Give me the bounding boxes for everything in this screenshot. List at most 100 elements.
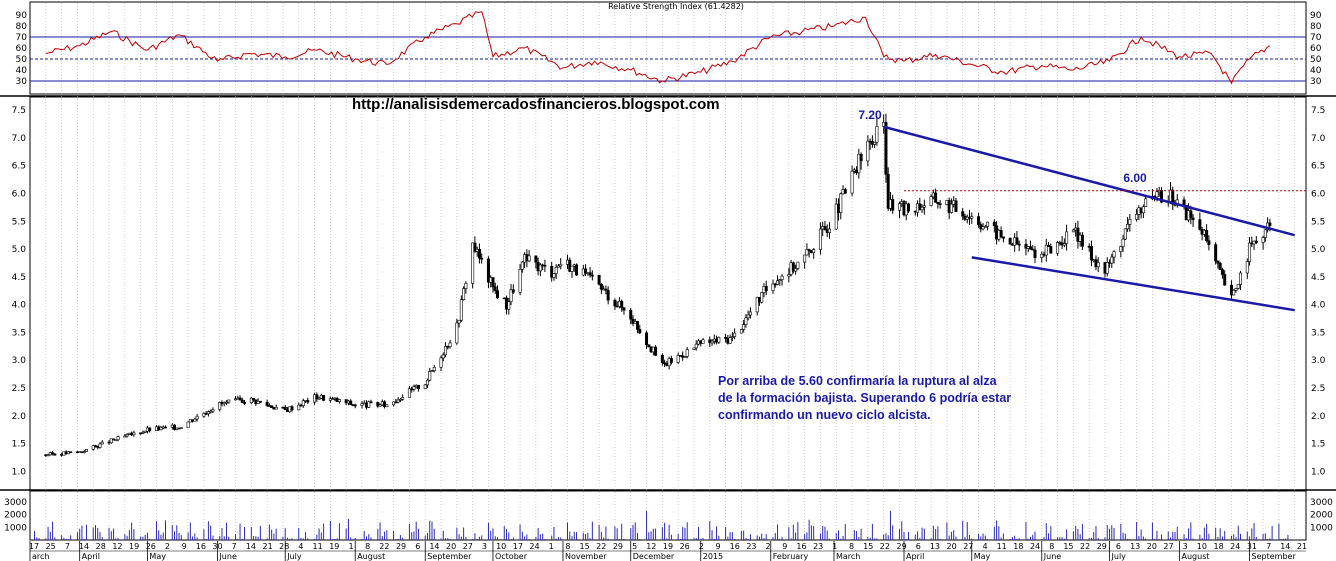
rsi-tick-right: 90 (1310, 11, 1322, 21)
day-tick: 4 (982, 542, 987, 551)
rsi-tick-left: 40 (16, 66, 28, 76)
month-label: June (1043, 552, 1062, 561)
price-candle (739, 329, 743, 334)
price-candle (794, 268, 798, 272)
price-candle (823, 226, 827, 230)
price-candle (1205, 230, 1209, 242)
price-candle (392, 401, 396, 406)
price-candle (647, 344, 651, 348)
day-tick: 17 (29, 542, 39, 551)
day-tick: 15 (579, 542, 589, 551)
price-candle (1123, 228, 1127, 240)
day-tick: 8 (1049, 542, 1054, 551)
rsi-tick-right: 40 (1310, 66, 1322, 76)
note-line-1: Por arriba de 5.60 confirmaría la ruptur… (718, 374, 998, 388)
price-candle (491, 277, 495, 288)
price-candle (164, 426, 168, 429)
price-candle (1223, 274, 1227, 286)
volume-tick-left: 1000 (4, 523, 27, 533)
day-tick: 2 (699, 542, 704, 551)
price-candle (778, 279, 782, 282)
price-candle (1017, 243, 1021, 246)
price-candle (568, 259, 572, 272)
price-candle (224, 401, 228, 404)
trendline-resistencia (883, 125, 1296, 237)
price-tick-right: 7.5 (1311, 106, 1325, 116)
month-label: arch (32, 552, 49, 561)
price-tick-right: 6.0 (1311, 189, 1326, 199)
price-candle (315, 394, 319, 400)
price-candle (204, 413, 208, 415)
day-tick: 26 (680, 542, 690, 551)
blog-url: http://analisisdemercadosfinancieros.blo… (352, 96, 720, 113)
price-candle (195, 415, 199, 420)
day-tick: 2 (766, 542, 771, 551)
day-tick: 20 (1147, 542, 1157, 551)
rsi-tick-right: 30 (1310, 77, 1322, 87)
day-tick: 10 (1197, 542, 1207, 551)
price-candle (193, 418, 197, 422)
day-tick: 20 (446, 542, 456, 551)
price-candle (538, 264, 542, 272)
price-candle (818, 228, 822, 250)
price-candle (238, 397, 242, 401)
price-candle (907, 203, 911, 212)
price-tick-right: 5.0 (1311, 245, 1326, 255)
price-candle (986, 221, 990, 227)
price-candle (401, 397, 405, 400)
price-candle (827, 228, 831, 233)
price-candle (654, 346, 658, 356)
price-tick-left: 4.5 (12, 273, 26, 283)
price-candle (159, 426, 163, 431)
price-candle (776, 280, 780, 285)
month-label: March (836, 552, 860, 561)
price-candle (636, 321, 640, 330)
day-tick: 1 (549, 542, 554, 551)
price-candle (730, 336, 734, 338)
day-tick: 9 (716, 542, 721, 551)
day-tick: 7 (232, 542, 237, 551)
price-candle (141, 432, 145, 434)
price-candle (961, 211, 965, 217)
month-label: September (1252, 552, 1297, 561)
price-candle (694, 343, 698, 349)
price-candle (477, 248, 481, 259)
price-candle (954, 200, 958, 212)
price-tick-left: 7.0 (12, 134, 27, 144)
price-candle (69, 451, 73, 453)
price-candle (746, 314, 750, 319)
price-candle (493, 286, 497, 291)
price-candle (412, 386, 416, 390)
price-candle (613, 299, 617, 307)
price-candle (249, 397, 253, 404)
price-candle (645, 332, 649, 345)
price-candle (53, 453, 57, 456)
price-tick-right: 6.5 (1311, 162, 1325, 172)
price-candle (543, 264, 547, 267)
month-label: June (218, 552, 237, 561)
price-candle (1049, 246, 1053, 254)
day-tick: 8 (565, 542, 570, 551)
rsi-tick-left: 80 (16, 22, 28, 32)
day-tick: 23 (813, 542, 823, 551)
price-candle (1001, 236, 1005, 239)
day-tick: 14 (1280, 542, 1290, 551)
price-candle (270, 405, 274, 408)
price-candle (240, 399, 244, 403)
price-candle (834, 203, 838, 230)
day-tick: 24 (1230, 542, 1240, 551)
day-tick: 24 (1030, 542, 1040, 551)
price-candle (211, 409, 215, 412)
price-candle (683, 356, 687, 358)
month-label: February (773, 552, 809, 561)
price-candle (992, 221, 996, 227)
price-candle (588, 272, 592, 276)
day-tick: 20 (947, 542, 957, 551)
day-tick: 8 (365, 542, 370, 551)
day-tick: 12 (646, 542, 656, 551)
day-tick: 29 (1097, 542, 1107, 551)
price-candle (1191, 217, 1195, 220)
price-candle (527, 255, 531, 262)
day-tick: 18 (1013, 542, 1023, 551)
